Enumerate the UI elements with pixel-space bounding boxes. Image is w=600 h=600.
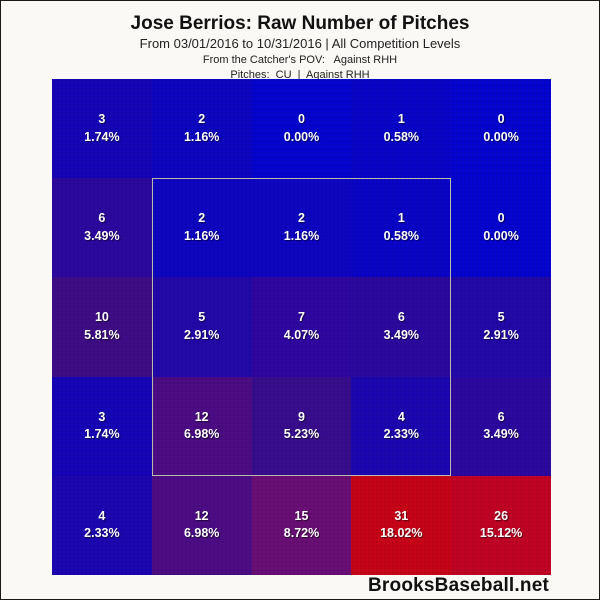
cell-percentage: 0.00%	[483, 228, 519, 243]
cell-count: 15	[294, 508, 309, 523]
cell-percentage: 18.02%	[380, 526, 423, 541]
heatmap-grid: 3 1.74% 2 1.16% 0 0.00% 1 0.58% 0 0.00% 6 3.49% 2 1.1…	[52, 79, 551, 575]
heatmap-cell-r2-c2: 2 1.16%	[151, 178, 252, 278]
cell-count: 7	[298, 310, 305, 325]
cell-count: 3	[98, 112, 106, 127]
heatmap-cell-r4-c2: 12 6.98%	[151, 376, 252, 476]
pitch-type-subtitle: Pitches: CU | Against RHH	[230, 68, 370, 81]
cell-percentage: 15.12%	[479, 526, 523, 541]
cell-count: 2	[198, 112, 206, 127]
cell-percentage: 0.00%	[283, 129, 320, 144]
page-title: Jose Berrios: Raw Number of Pitches	[130, 13, 470, 34]
cell-percentage: 3.49%	[483, 427, 519, 442]
cell-percentage: 8.72%	[283, 526, 320, 541]
heatmap-cell-r3-c5: 5 2.91%	[451, 277, 551, 377]
cell-percentage: 1.16%	[183, 228, 220, 243]
heatmap-cell-r2-c3: 2 1.16%	[251, 178, 352, 278]
cell-count: 1	[397, 112, 405, 127]
heatmap-cell-r1-c3: 0 0.00%	[251, 79, 352, 179]
cell-count: 12	[194, 508, 209, 523]
cell-percentage: 3.49%	[84, 228, 120, 243]
heatmap-cell-r5-c3: 15 8.72%	[251, 475, 352, 575]
heatmap-cell-r3-c1: 10 5.81%	[52, 277, 152, 377]
heatmap: 3 1.74% 2 1.16% 0 0.00% 1 0.58% 0 0.00% 6 3.49% 2 1.1…	[52, 79, 551, 575]
cell-count: 4	[397, 409, 405, 424]
chart-header: Jose Berrios: Raw Number of Pitches From…	[1, 1, 599, 82]
cell-count: 4	[98, 508, 106, 523]
cell-percentage: 4.07%	[283, 327, 320, 342]
cell-count: 6	[497, 409, 505, 424]
cell-percentage: 2.33%	[84, 526, 120, 541]
brand-watermark: BrooksBaseball.net	[368, 575, 549, 596]
cell-count: 12	[194, 409, 209, 424]
cell-count: 6	[98, 211, 106, 226]
heatmap-cell-r3-c3: 7 4.07%	[251, 277, 352, 377]
heatmap-cell-r1-c5: 0 0.00%	[451, 79, 551, 179]
cell-percentage: 0.00%	[483, 129, 519, 144]
cell-percentage: 2.91%	[483, 327, 519, 342]
heatmap-cell-r4-c5: 6 3.49%	[451, 376, 551, 476]
cell-count: 5	[497, 310, 505, 325]
pov-subtitle: From the Catcher's POV: Against RHH	[202, 53, 398, 66]
cell-percentage: 1.16%	[283, 228, 320, 243]
cell-percentage: 2.91%	[183, 327, 220, 342]
cell-percentage: 2.33%	[383, 427, 420, 442]
cell-count: 0	[497, 211, 505, 226]
cell-count: 6	[397, 310, 405, 325]
heatmap-cell-r5-c1: 4 2.33%	[52, 475, 152, 575]
cell-percentage: 5.81%	[84, 327, 120, 342]
cell-percentage: 5.23%	[283, 427, 320, 442]
cell-count: 1	[397, 211, 405, 226]
heatmap-cell-r4-c4: 4 2.33%	[351, 376, 452, 476]
heatmap-cell-r2-c5: 0 0.00%	[451, 178, 551, 278]
heatmap-cell-r3-c2: 5 2.91%	[151, 277, 252, 377]
cell-count: 5	[198, 310, 206, 325]
cell-count: 2	[298, 211, 305, 226]
date-range-subtitle: From 03/01/2016 to 10/31/2016 | All Comp…	[139, 35, 461, 51]
heatmap-cell-r3-c4: 6 3.49%	[351, 277, 452, 377]
cell-count: 26	[494, 508, 509, 523]
cell-percentage: 1.74%	[84, 427, 120, 442]
cell-percentage: 1.74%	[84, 129, 120, 144]
heatmap-cell-r4-c3: 9 5.23%	[251, 376, 352, 476]
cell-count: 9	[298, 409, 305, 424]
cell-count: 10	[94, 310, 109, 325]
heatmap-cell-r5-c5: 26 15.12%	[451, 475, 551, 575]
heatmap-cell-r2-c1: 6 3.49%	[52, 178, 152, 278]
heatmap-cell-r1-c2: 2 1.16%	[151, 79, 252, 179]
cell-percentage: 6.98%	[183, 427, 220, 442]
cell-count: 0	[497, 112, 505, 127]
cell-percentage: 0.58%	[383, 129, 420, 144]
cell-percentage: 1.16%	[183, 129, 220, 144]
heatmap-cell-r4-c1: 3 1.74%	[52, 376, 152, 476]
heatmap-cell-r5-c4: 31 18.02%	[351, 475, 452, 575]
cell-count: 3	[98, 409, 106, 424]
heatmap-cell-r1-c1: 3 1.74%	[52, 79, 152, 179]
heatmap-cell-r1-c4: 1 0.58%	[351, 79, 452, 179]
cell-count: 31	[394, 508, 409, 523]
cell-count: 0	[298, 112, 305, 127]
heatmap-cell-r5-c2: 12 6.98%	[151, 475, 252, 575]
heatmap-cell-r2-c4: 1 0.58%	[351, 178, 452, 278]
cell-percentage: 6.98%	[183, 526, 220, 541]
cell-percentage: 0.58%	[383, 228, 420, 243]
cell-count: 2	[198, 211, 206, 226]
cell-percentage: 3.49%	[383, 327, 420, 342]
